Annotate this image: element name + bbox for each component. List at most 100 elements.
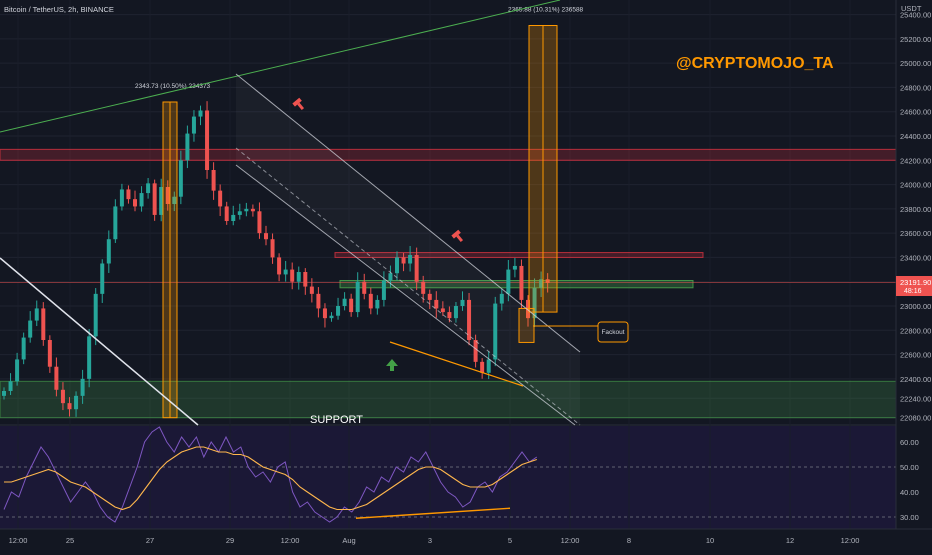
candle — [460, 291, 465, 311]
candle-body — [244, 208, 249, 212]
candle-body — [486, 359, 491, 373]
candle — [21, 332, 26, 365]
candle — [205, 101, 210, 179]
candle-body — [519, 265, 524, 300]
time-tick-label: 12:00 — [281, 536, 300, 545]
candle — [152, 179, 157, 221]
candle — [434, 291, 439, 318]
symbol-title[interactable]: Bitcoin / TetherUS, 2h, BINANCE — [4, 5, 114, 14]
candle — [113, 199, 118, 243]
price-axis-ticks: 25400.00 25200.00 25000.00 24800.00 24600.00… — [900, 11, 931, 423]
candle — [414, 247, 419, 291]
channel-upper — [235, 73, 581, 353]
candle — [342, 292, 347, 311]
rsi-indicator — [0, 426, 896, 523]
candle — [499, 288, 504, 311]
candle-body — [191, 116, 196, 134]
candle — [277, 253, 282, 282]
price-tick-label: 23600.00 — [900, 229, 931, 238]
price-tick-label: 22600.00 — [900, 351, 931, 360]
sell-marker-icon — [451, 229, 464, 243]
candle — [440, 301, 445, 316]
current-price-label: 23191.90 — [900, 278, 931, 287]
candle-body — [264, 233, 268, 240]
candle-body — [453, 306, 458, 319]
candle-body — [512, 265, 517, 270]
candle — [375, 295, 380, 315]
candle-body — [309, 286, 314, 294]
candle-body — [447, 312, 452, 319]
candle-body — [467, 299, 472, 340]
candle — [191, 110, 196, 142]
candle — [34, 300, 39, 327]
time-tick-label: 10 — [706, 536, 714, 545]
candle — [283, 260, 288, 282]
candle-body — [329, 315, 334, 319]
time-tick-label: Aug — [342, 536, 355, 545]
candle-body — [113, 206, 118, 240]
candle — [146, 178, 151, 199]
price-tick-label: 25000.00 — [900, 59, 931, 68]
projection-label-left: 2343.73 (10.50%) 234373 — [135, 83, 211, 90]
price-tick-label: 23400.00 — [900, 253, 931, 262]
candle-body — [67, 403, 72, 410]
candle-body — [532, 287, 537, 319]
candle-body — [322, 308, 327, 319]
candle — [526, 295, 530, 327]
candle-body — [493, 303, 498, 360]
candle — [139, 186, 144, 212]
candle — [178, 150, 183, 205]
candle-body — [434, 299, 439, 309]
candle-body — [139, 193, 144, 207]
candle-body — [506, 269, 511, 294]
price-tick-label: 24800.00 — [900, 83, 931, 92]
candle — [126, 185, 131, 204]
candle — [270, 233, 275, 264]
candle — [467, 293, 472, 346]
candle-body — [460, 299, 465, 306]
candle — [329, 312, 334, 322]
candle-body — [47, 340, 52, 367]
candle-body — [336, 306, 341, 316]
price-tick-label: 22800.00 — [900, 326, 931, 335]
long-trendline — [0, 0, 561, 133]
candle-body — [427, 293, 432, 300]
candle-body — [224, 206, 229, 221]
candle-body — [368, 293, 373, 309]
candle-body — [231, 214, 236, 221]
candle-body — [8, 381, 13, 391]
candle — [349, 293, 354, 317]
candle — [106, 230, 111, 273]
candle — [28, 311, 33, 343]
price-axis[interactable] — [896, 0, 932, 529]
candle-body — [41, 308, 46, 340]
candle-body — [342, 298, 347, 306]
candle-body — [290, 269, 295, 282]
candle-body — [106, 239, 111, 264]
candle — [198, 105, 203, 126]
rsi-tick-label: 30.00 — [900, 513, 919, 522]
rsi-axis-ticks: 60.00 50.00 40.00 30.00 — [900, 438, 919, 522]
candle-body — [296, 272, 301, 282]
price-tick-label: 24200.00 — [900, 156, 931, 165]
candle — [453, 301, 458, 323]
candle — [427, 289, 432, 310]
channel-lower — [235, 164, 576, 426]
candle — [93, 288, 98, 346]
rsi-ma-line — [4, 446, 537, 511]
candle-body — [539, 279, 544, 288]
price-tick-label: 24600.00 — [900, 108, 931, 117]
time-tick-label: 8 — [627, 536, 631, 545]
candle-body — [100, 263, 105, 294]
candle-body — [60, 389, 65, 404]
candle-body — [480, 361, 485, 373]
price-tick-label: 24400.00 — [900, 132, 931, 141]
candle — [257, 202, 262, 239]
time-axis[interactable] — [0, 529, 932, 550]
resistance-zone-mid — [334, 252, 704, 258]
candle-body — [218, 190, 223, 207]
candle — [47, 335, 52, 373]
candle — [290, 262, 295, 290]
